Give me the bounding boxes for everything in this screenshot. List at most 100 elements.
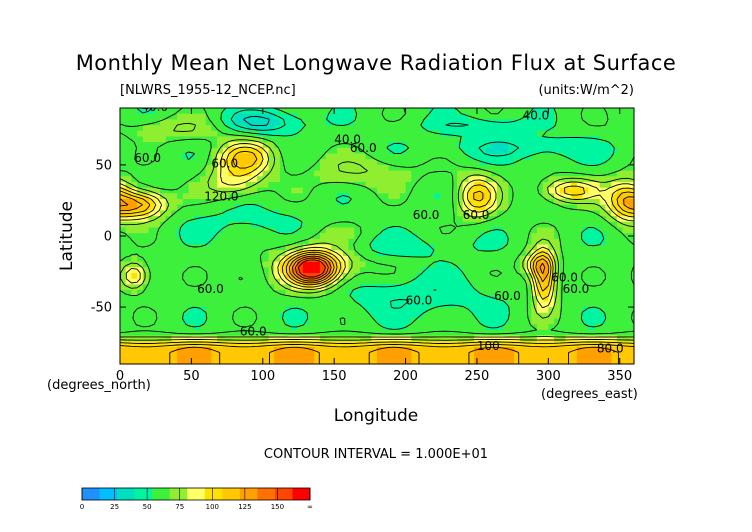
- field-cell: [297, 216, 304, 223]
- field-cell: [354, 216, 361, 223]
- field-cell: [262, 238, 270, 246]
- field-cell: [154, 181, 161, 189]
- field-cell: [165, 267, 172, 274]
- field-cell: [182, 216, 190, 223]
- field-cell: [622, 142, 629, 149]
- field-cell: [445, 221, 452, 229]
- field-cell: [182, 278, 190, 285]
- field-cell: [274, 272, 281, 280]
- field-cell: [291, 255, 298, 263]
- field-cell: [548, 324, 555, 331]
- field-cell: [234, 301, 241, 308]
- field-cell: [365, 153, 372, 160]
- field-cell: [496, 272, 504, 280]
- field-cell: [428, 278, 435, 285]
- field-cell: [616, 301, 624, 308]
- field-cell: [445, 358, 452, 364]
- field-cell: [451, 284, 458, 291]
- field-cell: [205, 335, 212, 342]
- field-cell: [131, 199, 138, 206]
- field-cell: [348, 307, 355, 314]
- field-cell: [199, 238, 207, 246]
- field-cell: [525, 113, 532, 120]
- field-cell: [388, 153, 395, 160]
- field-cell: [199, 272, 207, 280]
- field-cell: [394, 318, 401, 325]
- field-cell: [234, 255, 241, 263]
- field-cell: [445, 318, 452, 325]
- field-cell: [365, 164, 372, 172]
- field-cell: [234, 147, 241, 155]
- field-cell: [445, 312, 452, 320]
- field-cell: [365, 272, 372, 280]
- field-cell: [542, 233, 549, 240]
- field-cell: [496, 312, 504, 320]
- field-cell: [234, 153, 241, 160]
- field-cell: [319, 210, 327, 217]
- field-cell: [611, 312, 618, 320]
- field-cell: [605, 301, 612, 308]
- field-cell: [599, 170, 607, 177]
- field-cell: [177, 142, 184, 149]
- field-cell: [536, 181, 544, 189]
- field-cell: [411, 244, 418, 251]
- field-cell: [456, 278, 464, 285]
- field-cell: [502, 176, 509, 183]
- field-cell: [120, 284, 127, 291]
- field-cell: [531, 216, 538, 223]
- field-cell: [234, 142, 241, 149]
- field-cell: [194, 119, 201, 126]
- field-cell: [137, 130, 144, 138]
- field-cell: [377, 221, 384, 229]
- field-cell: [228, 204, 235, 211]
- field-cell: [554, 199, 561, 206]
- field-cell: [125, 301, 133, 308]
- field-cell: [308, 358, 315, 364]
- field-cell: [576, 210, 584, 217]
- field-cell: [485, 204, 492, 211]
- field-cell: [142, 187, 150, 194]
- field-cell: [611, 278, 618, 285]
- field-cell: [394, 193, 401, 200]
- field-cell: [594, 204, 601, 211]
- field-cell: [456, 227, 464, 234]
- field-cell: [159, 255, 167, 263]
- field-cell: [291, 312, 298, 320]
- field-cell: [154, 125, 161, 132]
- field-cell: [599, 238, 607, 246]
- field-cell: [491, 318, 498, 325]
- field-cell: [474, 295, 481, 303]
- field-cell: [165, 147, 172, 155]
- field-cell: [279, 164, 287, 172]
- field-cell: [194, 324, 201, 331]
- field-cell: [559, 341, 567, 348]
- field-cell: [182, 335, 190, 342]
- field-cell: [531, 290, 538, 297]
- field-cell: [428, 130, 435, 138]
- field-cell: [228, 108, 235, 115]
- field-cell: [337, 221, 344, 229]
- field-cell: [394, 250, 401, 257]
- field-cell: [331, 125, 338, 132]
- field-cell: [217, 221, 224, 229]
- field-cell: [496, 136, 504, 143]
- field-cell: [188, 187, 195, 194]
- field-cell: [377, 238, 384, 246]
- field-cell: [234, 176, 241, 183]
- field-cell: [348, 113, 355, 120]
- field-cell: [605, 335, 612, 342]
- field-cell: [285, 261, 292, 268]
- field-cell: [211, 335, 218, 342]
- field-cell: [399, 108, 407, 115]
- field-cell: [177, 307, 184, 314]
- field-cell: [142, 324, 150, 331]
- field-cell: [142, 250, 150, 257]
- field-cell: [491, 147, 498, 155]
- field-cell: [371, 108, 378, 115]
- field-cell: [485, 221, 492, 229]
- field-cell: [422, 136, 429, 143]
- field-cell: [399, 335, 407, 342]
- field-cell: [536, 358, 544, 364]
- field-cell: [451, 250, 458, 257]
- field-cell: [502, 312, 509, 320]
